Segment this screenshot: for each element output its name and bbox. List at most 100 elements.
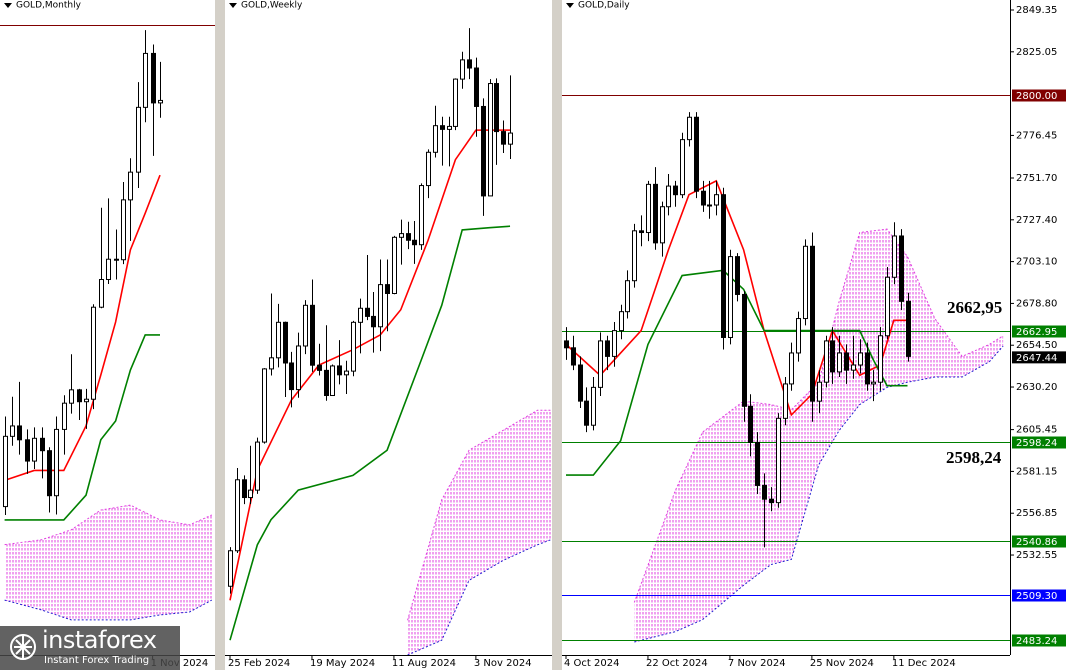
level-box [1012, 89, 1066, 102]
logo [10, 634, 36, 660]
candle-body [865, 352, 870, 385]
candle-body [885, 276, 890, 337]
candle-body [707, 204, 712, 207]
candle-body [748, 405, 753, 443]
candle-body [447, 125, 452, 130]
candle-body [378, 284, 383, 328]
candle-body [714, 194, 719, 206]
indicator-line [566, 269, 908, 476]
chart-title: GOLD,Monthly [16, 1, 82, 11]
candle-body [508, 132, 513, 145]
x-tick-label: 19 May 2024 [310, 658, 375, 669]
candle-body [84, 398, 89, 403]
indicator-line [4, 334, 160, 521]
candle-body [899, 235, 904, 302]
candle-body [358, 307, 363, 323]
candle-body [878, 335, 883, 383]
candle-body [796, 318, 801, 354]
x-tick-label: 3 Nov 2024 [474, 658, 532, 669]
x-tick-label: 4 Oct 2024 [564, 658, 619, 669]
candle-body [728, 256, 733, 338]
candle-body [433, 125, 438, 153]
y-tick-label: 2727.40 [1016, 215, 1057, 226]
cloud-fill [407, 410, 552, 655]
candle-body [40, 437, 45, 452]
candle-body [673, 185, 678, 196]
candle-body [844, 352, 849, 371]
candle-body [235, 479, 240, 552]
candle-body [99, 279, 104, 308]
level-box [1012, 535, 1066, 548]
candle-body [440, 125, 445, 130]
cloud-lower [4, 599, 213, 621]
x-tick-label: 25 Feb 2024 [228, 658, 290, 669]
y-tick-label: 2776.45 [1016, 130, 1057, 141]
candle-body [248, 489, 253, 499]
candle-body [564, 340, 569, 349]
candle-body [289, 362, 294, 391]
candle-body [371, 315, 376, 328]
y-tick-label: 2605.45 [1016, 425, 1057, 436]
y-tick-label: 2678.80 [1016, 298, 1057, 309]
candle-body [837, 352, 842, 373]
candle-body [639, 230, 644, 234]
candle-body [412, 239, 417, 246]
candle-body [605, 340, 610, 357]
candle-body [660, 206, 665, 244]
title-arrow [4, 3, 12, 8]
candle-body [143, 52, 148, 108]
candle-body [17, 425, 22, 441]
y-tick-label: 2825.05 [1016, 47, 1057, 58]
x-tick-label: 22 Oct 2024 [646, 658, 708, 669]
candle-body [62, 402, 67, 430]
candle-body [426, 151, 431, 187]
candle-body [481, 105, 486, 197]
x-tick-label: 7 Nov 2024 [728, 658, 786, 669]
candle-body [136, 106, 141, 173]
level-box [1012, 325, 1066, 338]
candle-body [91, 306, 96, 400]
y-tick-label: 2703.10 [1016, 257, 1057, 268]
candle-body [584, 400, 589, 426]
x-tick-label: 25 Nov 2024 [810, 658, 874, 669]
candle-body [419, 185, 424, 246]
candle-body [303, 304, 308, 347]
candle-body [824, 340, 829, 383]
candle-body [501, 131, 506, 145]
brand: instaforex [42, 626, 157, 654]
candle-body [571, 347, 576, 366]
candle-body [694, 116, 699, 192]
candle-body [228, 550, 233, 587]
candle-body [385, 284, 390, 294]
candle-body [769, 498, 774, 504]
candle-body [128, 171, 133, 201]
candle-body [310, 304, 315, 366]
level-label: 2509.30 [1016, 591, 1057, 602]
cloud-upper [633, 228, 1004, 603]
candle-body [69, 389, 74, 404]
candle-body [680, 139, 685, 196]
chart-title: GOLD,Weekly [241, 1, 303, 11]
annotation: 2662,95 [947, 298, 1003, 317]
candle-body [242, 479, 247, 499]
candle-body [776, 417, 781, 504]
candle-body [158, 99, 163, 104]
y-tick-label: 2556.85 [1016, 508, 1057, 519]
tagline: Instant Forex Trading [44, 655, 150, 666]
candle-body [47, 450, 52, 497]
candle-body [871, 381, 876, 385]
candle-body [399, 233, 404, 238]
panel-separator [552, 0, 562, 670]
level-label: 2800.00 [1016, 91, 1057, 102]
candle-body [701, 190, 706, 206]
candle-body [742, 293, 747, 407]
candle-body [817, 381, 822, 402]
candle-body [646, 183, 651, 234]
candle-body [296, 345, 301, 391]
candle-body [735, 256, 740, 295]
panel [0, 25, 215, 621]
candle-body [121, 199, 126, 261]
candle-body [324, 369, 329, 397]
candle-body [351, 321, 356, 372]
